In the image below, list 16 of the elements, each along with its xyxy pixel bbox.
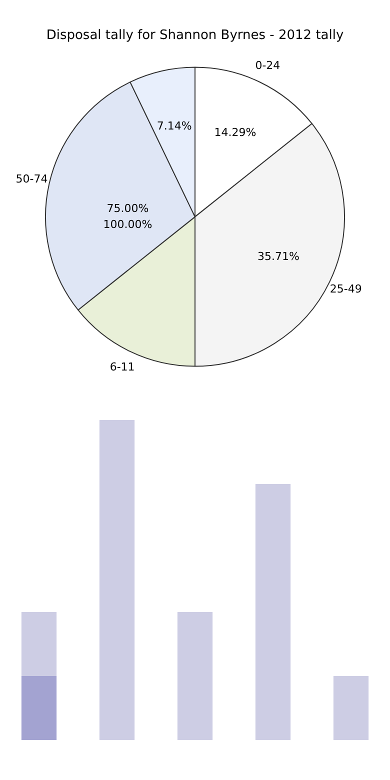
slice-label: 25-49	[330, 282, 362, 296]
bar	[21, 676, 57, 740]
bar	[21, 612, 57, 676]
data-label: 35.71%	[258, 250, 300, 263]
slice-label: 50-74	[16, 172, 48, 186]
data-label: 14.29%	[214, 126, 256, 140]
chart-title: Disposal tally for Shannon Byrnes - 2012 tally	[46, 28, 344, 44]
bar	[333, 676, 369, 740]
slice-label: 0-24	[255, 58, 280, 72]
bar	[177, 612, 213, 740]
bar	[99, 420, 135, 740]
data-label: 7.14%	[156, 119, 192, 132]
bar	[255, 484, 291, 740]
text: 75.00%	[106, 202, 149, 216]
slice-label: 6-11	[110, 360, 135, 374]
text: 100.00%	[103, 218, 152, 232]
